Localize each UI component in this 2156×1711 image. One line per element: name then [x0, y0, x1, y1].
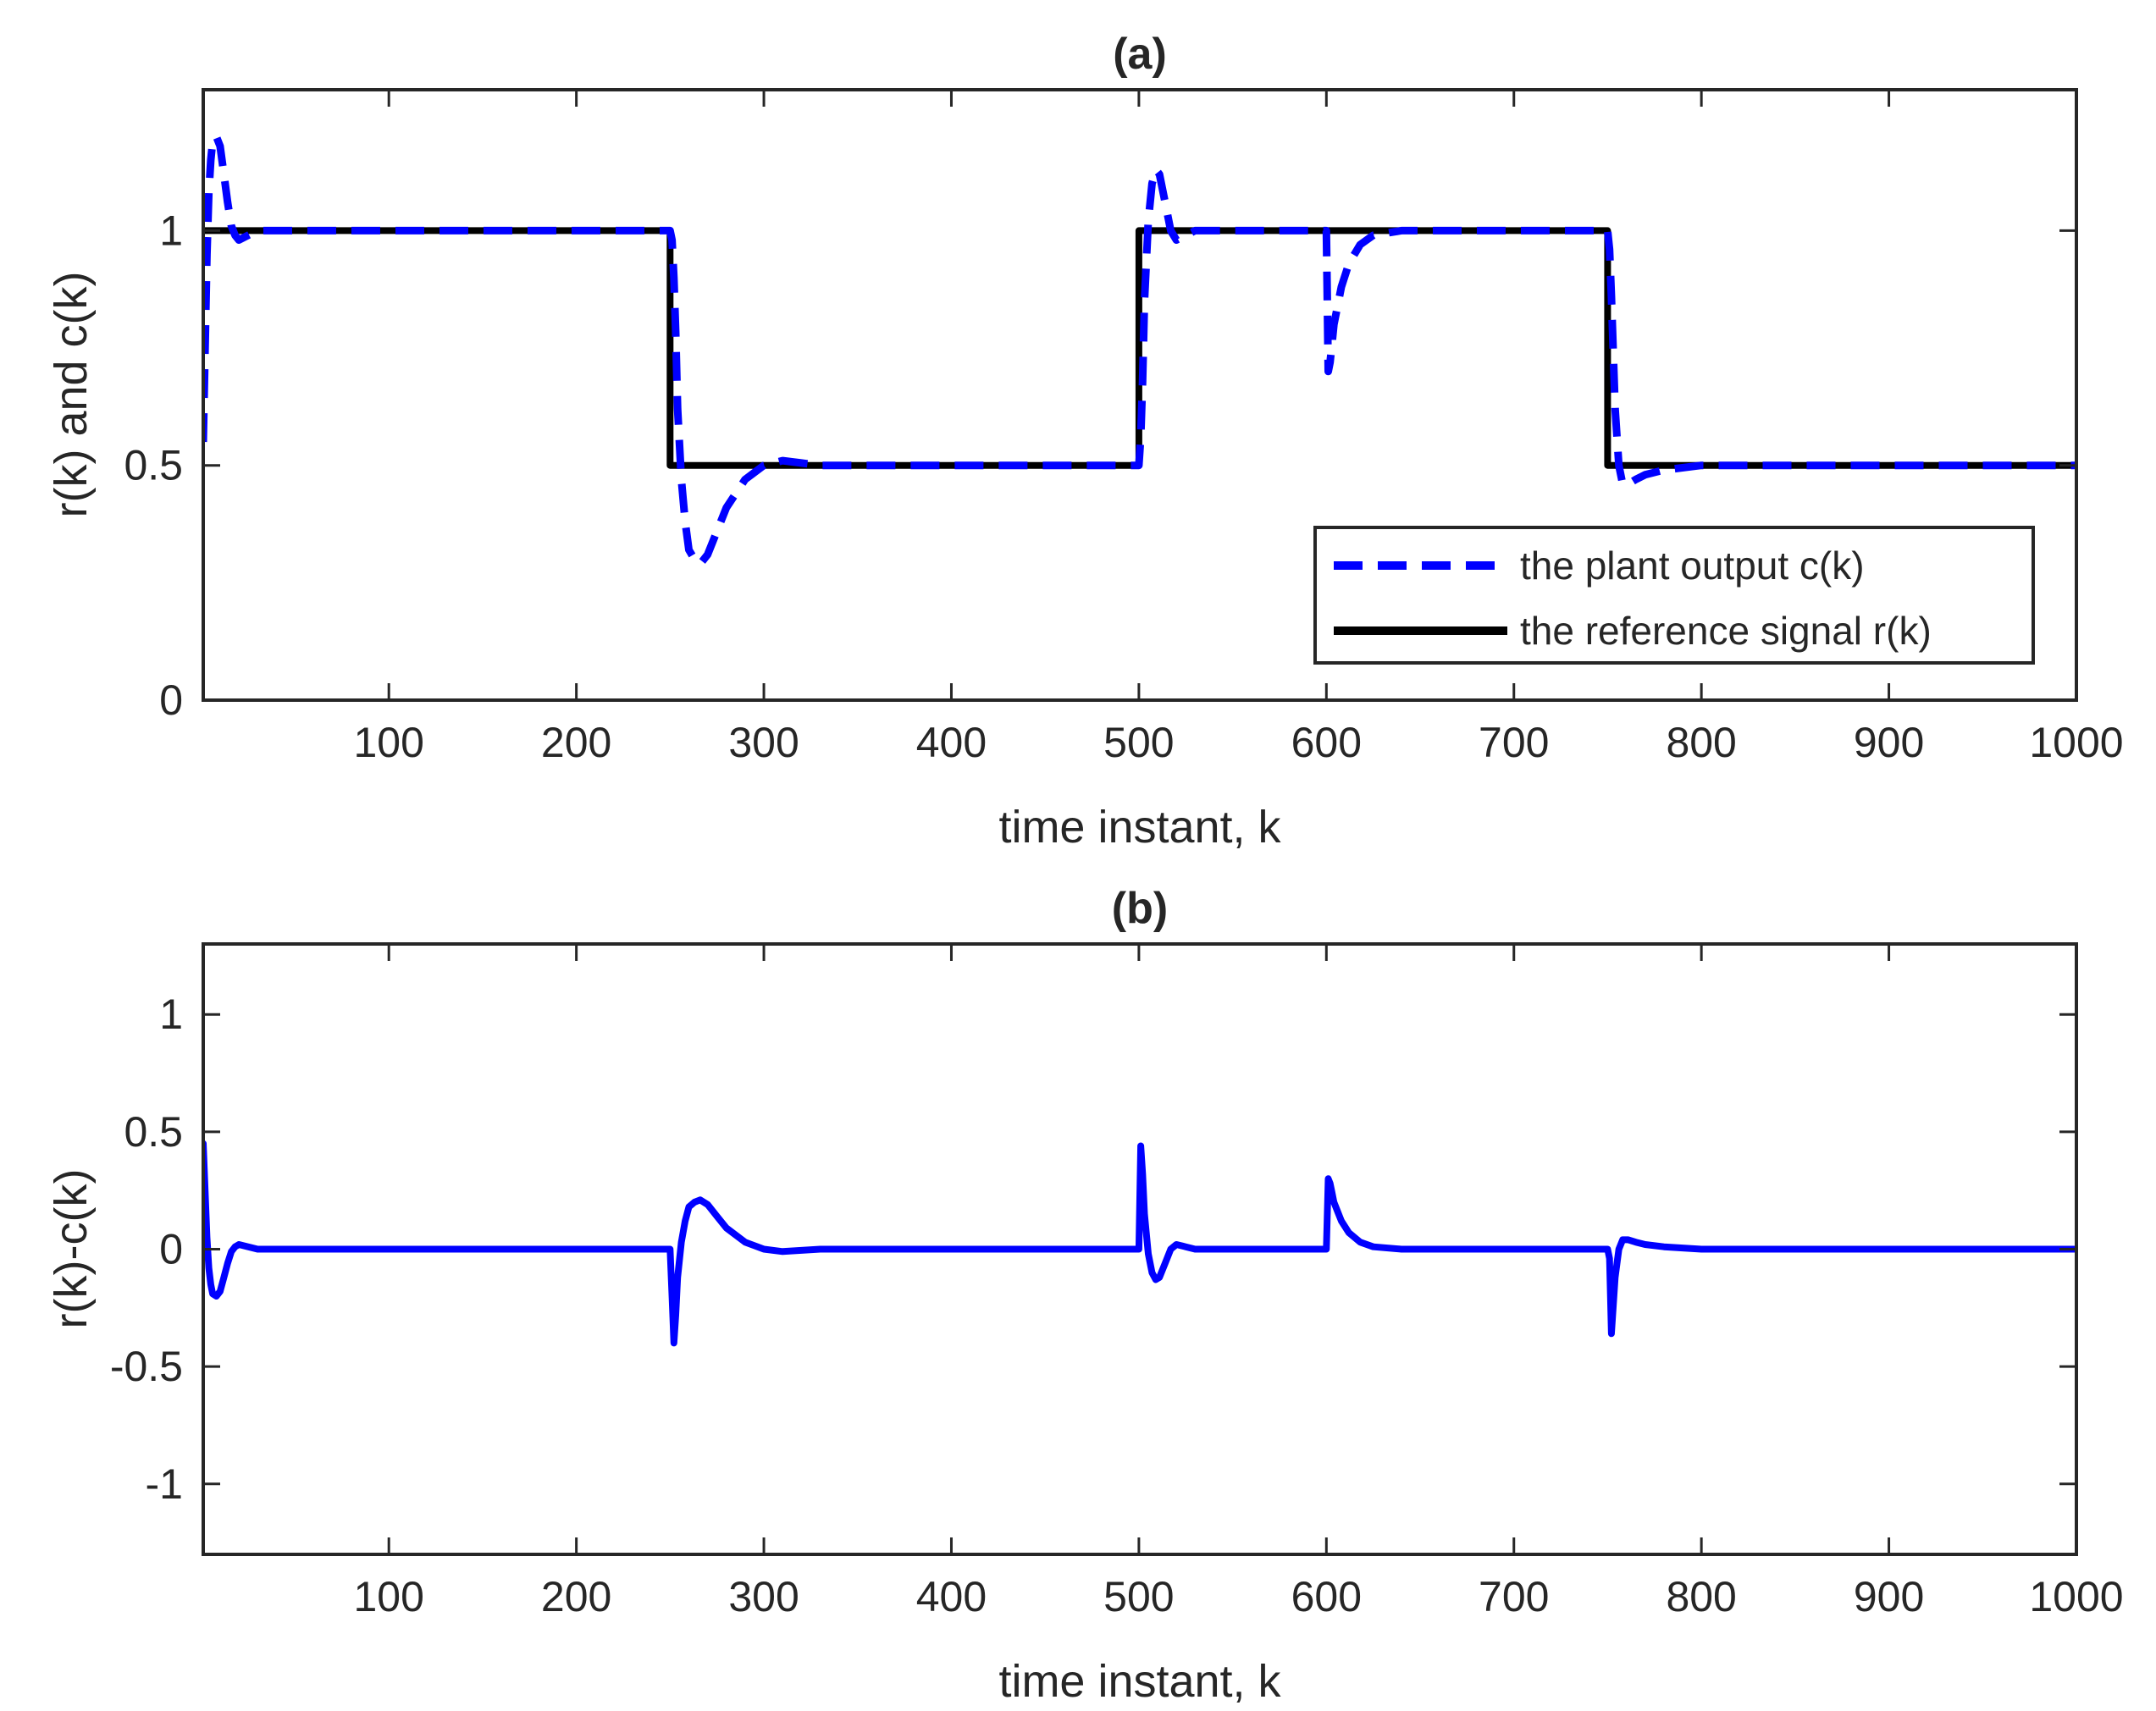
panel-b: (b) 100 200 300 400 500 600 700 800 900 1000 -1 -0.…: [46, 884, 2124, 1707]
panel-b-ytick-label: 1: [159, 991, 183, 1038]
panel-a-xtick-label: 800: [1666, 719, 1736, 766]
panel-b-xtick-label: 700: [1479, 1573, 1549, 1620]
panel-a-ticks: 100 200 300 400 500 600 700 800 900 1000 0 0.5 1: [124, 90, 2124, 766]
legend-label-plant-output: the plant output c(k): [1520, 544, 1865, 588]
panel-b-ylabel: r(k)-c(k): [46, 1169, 97, 1329]
panel-b-series-r-k-c-k: [203, 1140, 2076, 1347]
panel-b-ytick-label: 0: [159, 1226, 183, 1273]
panel-b-series-layer: [203, 1140, 2076, 1347]
panel-a-xtick-label: 300: [728, 719, 799, 766]
panel-a-xtick-label: 100: [353, 719, 423, 766]
panel-a-xtick-label: 400: [916, 719, 987, 766]
panel-a-xtick-label: 700: [1479, 719, 1549, 766]
panel-a-ytick-label: 0.5: [124, 442, 183, 489]
panel-b-xtick-label: 100: [353, 1573, 423, 1620]
panel-b-xtick-label: 200: [541, 1573, 611, 1620]
panel-b-xtick-label: 600: [1291, 1573, 1362, 1620]
panel-b-ticks: 100 200 300 400 500 600 700 800 900 1000 -1 -0.5 0 0.…: [110, 944, 2124, 1620]
panel-b-ytick-label: 0.5: [124, 1108, 183, 1156]
legend-box: [1313, 526, 2035, 665]
panel-b-xtick-label: 1000: [2029, 1573, 2123, 1620]
panel-a: (a) 100 200 300 400 500 600 700 800 900 100000.51…: [46, 30, 2124, 853]
panel-a-xlabel: time instant, k: [998, 802, 1281, 853]
panel-b-xtick-label: 900: [1854, 1573, 1924, 1620]
panel-a-xtick-label: 500: [1103, 719, 1174, 766]
panel-b-xtick-label: 400: [916, 1573, 987, 1620]
panel-b-xlabel: time instant, k: [998, 1656, 1281, 1707]
panel-a-xtick-label: 900: [1854, 719, 1924, 766]
panel-b-title: (b): [1112, 884, 1168, 933]
panel-a-ytick-label: 0: [159, 676, 183, 724]
panel-a-xtick-label: 200: [541, 719, 611, 766]
legend-label-reference-signal: the reference signal r(k): [1520, 609, 1932, 653]
panel-b-xtick-label: 300: [728, 1573, 799, 1620]
panel-a-title: (a): [1113, 30, 1167, 79]
panel-b-xtick-label: 800: [1666, 1573, 1736, 1620]
panel-a-ytick-label: 1: [159, 207, 183, 254]
panel-a-series-the-plant-output-c-k: [203, 133, 2076, 568]
panel-a-xtick-label: 1000: [2029, 719, 2123, 766]
panel-b-ytick-label: -1: [146, 1460, 183, 1508]
panel-a-legend: the plant output c(k) the reference sign…: [1313, 526, 2035, 665]
panel-a-xtick-label: 600: [1291, 719, 1362, 766]
panel-b-xtick-label: 500: [1103, 1573, 1174, 1620]
panel-a-series-layer: [203, 133, 2076, 568]
panel-b-ytick-label: -0.5: [110, 1343, 183, 1390]
panel-a-ylabel: r(k) and c(k): [46, 271, 97, 517]
